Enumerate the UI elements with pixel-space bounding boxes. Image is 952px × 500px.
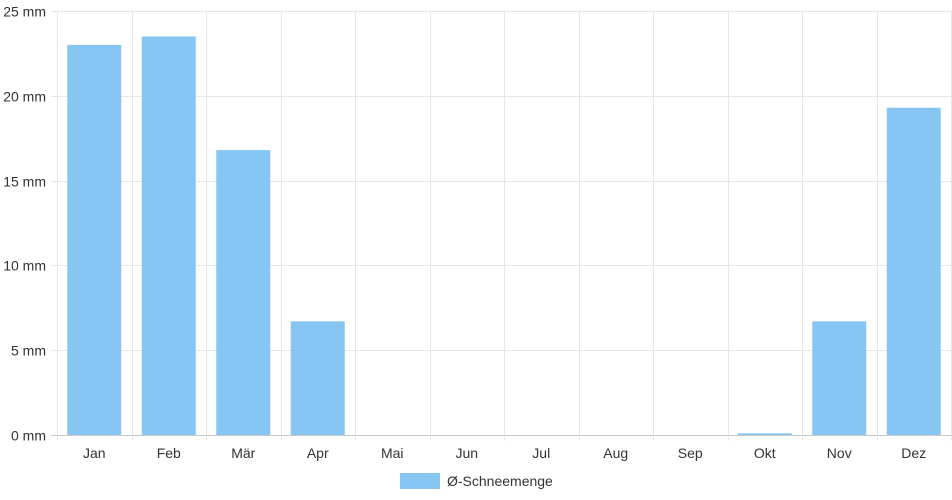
y-tick-label: 15 mm: [3, 174, 46, 190]
x-tick-label: Sep: [678, 445, 703, 461]
x-axis-ticks: Jan Feb Mär Apr Mai Jun Jul Aug Sep Okt Nov Dez: [83, 445, 926, 461]
bar-feb: [141, 36, 196, 435]
y-axis-ticks: 0 mm 5 mm 10 mm 15 mm 20 mm 25 mm: [3, 4, 46, 444]
bar-apr: [290, 321, 345, 435]
x-tick-label: Mai: [381, 445, 404, 461]
y-tick-label: 5 mm: [11, 343, 46, 359]
bar-nov: [812, 321, 867, 435]
bar-jan: [67, 44, 122, 436]
x-tick-label: Apr: [307, 445, 329, 461]
x-tick-label: Jan: [83, 445, 106, 461]
legend-label: Ø-Schneemenge: [447, 473, 553, 489]
x-tick-label: Jul: [532, 445, 550, 461]
legend[interactable]: Ø-Schneemenge: [400, 473, 553, 489]
y-tick-label: 0 mm: [11, 428, 46, 444]
legend-swatch: [400, 473, 440, 489]
x-tick-label: Nov: [827, 445, 852, 461]
x-tick-label: Aug: [603, 445, 628, 461]
gridlines: [51, 11, 952, 441]
x-tick-label: Feb: [157, 445, 181, 461]
x-tick-label: Jun: [455, 445, 478, 461]
bar-dez: [886, 107, 941, 435]
bar-mär: [216, 150, 271, 435]
bar-okt: [737, 433, 792, 435]
x-tick-label: Dez: [901, 445, 926, 461]
y-tick-label: 10 mm: [3, 258, 46, 274]
x-tick-label: Okt: [754, 445, 776, 461]
bars: [67, 36, 941, 436]
x-tick-label: Mär: [231, 445, 255, 461]
y-tick-label: 20 mm: [3, 89, 46, 105]
y-tick-label: 25 mm: [3, 4, 46, 20]
